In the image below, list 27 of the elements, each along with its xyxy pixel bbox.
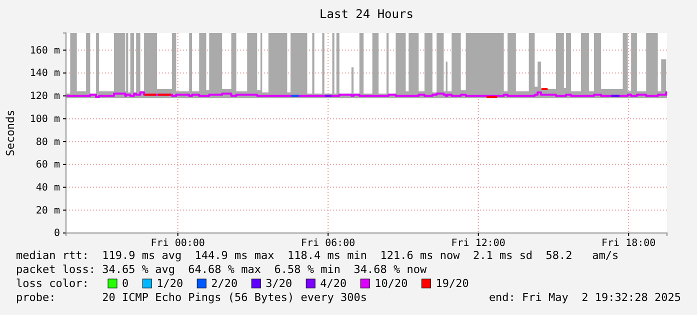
x-tick-label: Fri 00:00 — [150, 238, 205, 250]
y-tick-label: 0 — [54, 228, 60, 240]
y-tick-label: 20 m — [36, 205, 60, 216]
y-tick-label: 100 m — [30, 114, 60, 125]
y-tick-label: 60 m — [36, 160, 60, 171]
y-tick-label: 40 m — [36, 182, 60, 194]
text: probe: 20 ICMP Echo Pings (56 Bytes) every 300s — [16, 291, 367, 304]
text: packet loss: 34.65 % avg 64.68 % max 6.58 % min 34.68 % now — [16, 263, 427, 276]
y-tick-label: 140 m — [30, 68, 60, 80]
text: end: Fri May 2 19:32:28 2025 — [488, 291, 681, 304]
y-tick-label: 120 m — [30, 91, 60, 102]
text: median rtt: 119.9 ms avg 144.9 ms max 118.4 ms min 121.6 ms now 2.1 ms sd 58.2 am/s — [16, 249, 619, 262]
y-axis-title: Seconds — [4, 110, 17, 156]
legend-label: 10/20 — [374, 277, 408, 290]
legend-title: loss color: — [16, 277, 89, 290]
chart-title: Last 24 Hours — [320, 7, 414, 21]
legend-label: 1/20 — [156, 277, 184, 290]
y-tick-label: 160 m — [30, 45, 60, 56]
legend-label: 2/20 — [211, 277, 238, 290]
y-tick-label: 80 m — [36, 136, 60, 148]
x-tick-label: Fri 18:00 — [602, 238, 656, 250]
legend-label: 19/20 — [436, 277, 469, 290]
legend-label: 0 — [122, 277, 129, 290]
x-tick-label: Fri 06:00 — [301, 238, 356, 250]
legend-label: 3/20 — [266, 277, 292, 290]
legend-label: 4/20 — [320, 277, 347, 290]
x-tick-label: Fri 12:00 — [451, 238, 506, 250]
